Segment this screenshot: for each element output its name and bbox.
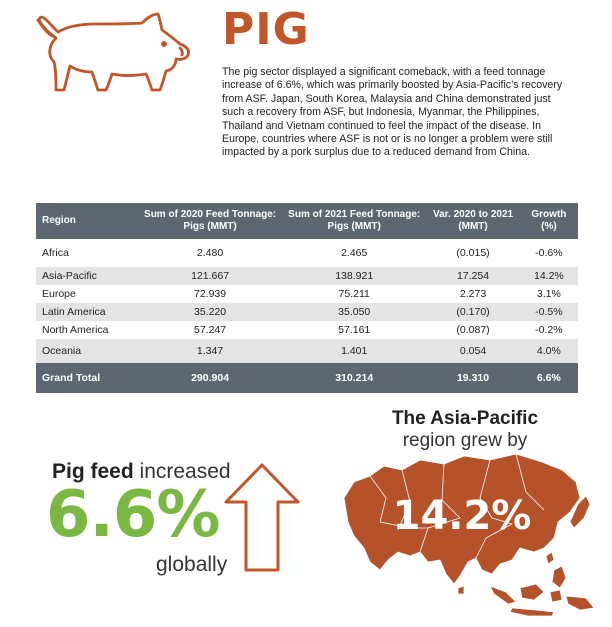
- feed-increase-label: Pig feed increased: [52, 460, 231, 484]
- variance-cell: (0.170): [426, 303, 520, 321]
- value-2021-cell: 138.921: [282, 267, 427, 285]
- table-row: Europe 72.939 75.211 2.273 3.1%: [36, 285, 578, 303]
- variance-cell: 2.273: [459, 288, 487, 300]
- region-cell: Africa: [42, 247, 69, 259]
- region-cell: Europe: [42, 288, 76, 300]
- column-header-2021: Sum of 2021 Feed Tonnage: Pigs (MMT): [282, 203, 427, 239]
- value-2020-cell: 1.347: [138, 339, 283, 363]
- total-growth-cell: 6.6%: [519, 363, 578, 393]
- column-header-growth: Growth (%): [519, 203, 578, 239]
- growth-cell: -0.5%: [519, 303, 578, 321]
- value-2020-cell: 121.667: [138, 267, 283, 285]
- value-2021-cell: 75.211: [338, 288, 370, 300]
- table-row: North America 57.247 57.161 (0.087) -0.2…: [36, 321, 578, 339]
- total-label-cell: Grand Total: [36, 363, 138, 393]
- total-2020-cell: 290.904: [138, 363, 283, 393]
- table-row: Africa 2.480 2.465 (0.015) -0.6%: [36, 239, 578, 267]
- growth-cell: 14.2%: [519, 267, 578, 285]
- variance-cell: 0.054: [426, 339, 520, 363]
- growth-cell: -0.2%: [535, 324, 563, 336]
- value-2020-cell: 35.220: [138, 303, 283, 321]
- column-header-region: Region: [36, 203, 138, 239]
- value-2020-cell: 2.480: [196, 247, 224, 259]
- grand-total-row: Grand Total 290.904 310.214 19.310 6.6%: [36, 363, 578, 393]
- total-variance-cell: 19.310: [426, 363, 520, 393]
- value-2021-cell: 2.465: [341, 247, 368, 259]
- feed-increase-value: 6.6%: [46, 478, 220, 552]
- region-cell: Oceania: [36, 339, 138, 363]
- asia-pacific-growth-value: 14.2%: [392, 493, 532, 539]
- column-header-2020: Sum of 2020 Feed Tonnage: Pigs (MMT): [138, 203, 283, 239]
- growth-cell: -0.6%: [535, 247, 563, 259]
- up-arrow-outline-icon: [224, 463, 300, 572]
- feed-label-rest: increased: [133, 460, 231, 483]
- region-cell: North America: [42, 324, 109, 336]
- table-header-row: Region Sum of 2020 Feed Tonnage: Pigs (M…: [36, 203, 578, 239]
- asia-pacific-map-icon: [343, 453, 595, 617]
- variance-cell: (0.015): [456, 247, 490, 259]
- feed-tonnage-table: Region Sum of 2020 Feed Tonnage: Pigs (M…: [36, 203, 578, 393]
- table-row: Oceania 1.347 1.401 0.054 4.0%: [36, 339, 578, 363]
- value-2021-cell: 35.050: [282, 303, 427, 321]
- table-row: Latin America 35.220 35.050 (0.170) -0.5…: [36, 303, 578, 321]
- pig-outline-icon: [36, 12, 190, 92]
- column-header-variance: Var. 2020 to 2021 (MMT): [426, 203, 520, 239]
- variance-cell: (0.087): [456, 324, 490, 336]
- asia-pacific-subtitle: region grew by: [402, 430, 528, 451]
- variance-cell: 17.254: [426, 267, 520, 285]
- growth-cell: 3.1%: [536, 288, 561, 300]
- region-cell: Latin America: [36, 303, 138, 321]
- feed-increase-scope: globally: [156, 553, 228, 576]
- page-title: PIG: [222, 4, 310, 55]
- value-2021-cell: 57.161: [338, 324, 371, 336]
- value-2020-cell: 72.939: [194, 288, 227, 300]
- asia-pacific-title: The Asia-Pacific: [391, 408, 539, 429]
- feed-label-bold: Pig feed: [52, 460, 134, 483]
- region-cell: Asia-Pacific: [36, 267, 138, 285]
- table-row: Asia-Pacific 121.667 138.921 17.254 14.2…: [36, 267, 578, 285]
- total-2021-cell: 310.214: [282, 363, 427, 393]
- value-2020-cell: 57.247: [194, 324, 227, 336]
- intro-paragraph: The pig sector displayed a significant c…: [222, 66, 563, 159]
- value-2021-cell: 1.401: [282, 339, 427, 363]
- growth-cell: 4.0%: [519, 339, 578, 363]
